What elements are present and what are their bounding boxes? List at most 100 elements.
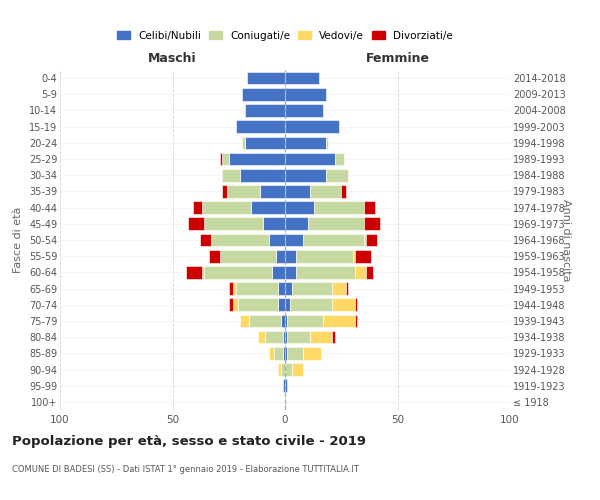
Bar — [278, 282, 285, 295]
Bar — [285, 347, 287, 360]
Bar — [222, 152, 229, 166]
Bar — [341, 185, 346, 198]
Bar — [366, 234, 377, 246]
Bar — [233, 282, 235, 295]
Bar — [287, 331, 310, 344]
Bar — [202, 266, 204, 278]
Bar — [240, 314, 249, 328]
Bar — [229, 152, 285, 166]
Bar — [186, 266, 202, 278]
Bar — [204, 218, 263, 230]
Bar — [258, 331, 265, 344]
Bar — [285, 169, 325, 181]
Bar — [283, 380, 285, 392]
Bar — [332, 282, 346, 295]
Text: Femmine: Femmine — [365, 52, 430, 65]
Y-axis label: Fasce di età: Fasce di età — [13, 207, 23, 273]
Bar — [310, 185, 341, 198]
Bar — [285, 250, 296, 262]
Bar — [285, 88, 325, 101]
Bar — [209, 250, 220, 262]
Bar — [193, 202, 202, 214]
Bar — [355, 314, 357, 328]
Bar — [303, 347, 321, 360]
Bar — [353, 250, 355, 262]
Bar — [303, 234, 364, 246]
Text: Maschi: Maschi — [148, 52, 197, 65]
Bar — [188, 218, 204, 230]
Bar — [285, 185, 310, 198]
Bar — [265, 331, 283, 344]
Bar — [285, 234, 303, 246]
Bar — [285, 202, 314, 214]
Bar — [285, 266, 296, 278]
Bar — [285, 363, 292, 376]
Bar — [278, 298, 285, 311]
Bar — [364, 202, 375, 214]
Bar — [355, 298, 357, 311]
Bar — [235, 120, 285, 133]
Bar — [278, 363, 281, 376]
Bar — [238, 298, 278, 311]
Bar — [310, 331, 332, 344]
Bar — [242, 136, 245, 149]
Bar — [285, 331, 287, 344]
Bar — [366, 266, 373, 278]
Bar — [240, 169, 285, 181]
Bar — [308, 218, 364, 230]
Bar — [281, 314, 285, 328]
Bar — [285, 218, 308, 230]
Bar — [211, 234, 269, 246]
Bar — [287, 347, 303, 360]
Bar — [204, 266, 271, 278]
Bar — [287, 314, 323, 328]
Bar — [314, 202, 364, 214]
Bar — [325, 169, 348, 181]
Bar — [290, 298, 332, 311]
Bar — [285, 72, 319, 85]
Bar — [281, 363, 285, 376]
Bar — [325, 136, 328, 149]
Bar — [251, 202, 285, 214]
Bar — [292, 363, 303, 376]
Bar — [245, 136, 285, 149]
Bar — [285, 298, 290, 311]
Bar — [296, 266, 355, 278]
Bar — [285, 152, 335, 166]
Bar — [229, 282, 233, 295]
Bar — [222, 169, 240, 181]
Bar — [260, 185, 285, 198]
Bar — [285, 380, 287, 392]
Bar — [227, 185, 260, 198]
Bar — [202, 202, 251, 214]
Bar — [285, 136, 325, 149]
Text: Popolazione per età, sesso e stato civile - 2019: Popolazione per età, sesso e stato civil… — [12, 435, 366, 448]
Bar — [271, 266, 285, 278]
Bar — [332, 298, 355, 311]
Bar — [285, 314, 287, 328]
Legend: Celibi/Nubili, Coniugati/e, Vedovi/e, Divorziati/e: Celibi/Nubili, Coniugati/e, Vedovi/e, Di… — [114, 28, 456, 44]
Bar — [323, 314, 355, 328]
Bar — [285, 104, 323, 117]
Bar — [274, 347, 283, 360]
Bar — [245, 104, 285, 117]
Bar — [296, 250, 353, 262]
Bar — [229, 298, 233, 311]
Bar — [364, 218, 380, 230]
Bar — [335, 152, 343, 166]
Bar — [283, 331, 285, 344]
Bar — [233, 298, 238, 311]
Bar — [220, 250, 276, 262]
Bar — [355, 266, 366, 278]
Bar — [283, 347, 285, 360]
Bar — [292, 282, 332, 295]
Bar — [199, 234, 211, 246]
Bar — [249, 314, 281, 328]
Bar — [364, 234, 366, 246]
Bar — [242, 88, 285, 101]
Bar — [235, 282, 278, 295]
Bar — [222, 185, 227, 198]
Bar — [263, 218, 285, 230]
Bar — [285, 282, 292, 295]
Bar — [269, 234, 285, 246]
